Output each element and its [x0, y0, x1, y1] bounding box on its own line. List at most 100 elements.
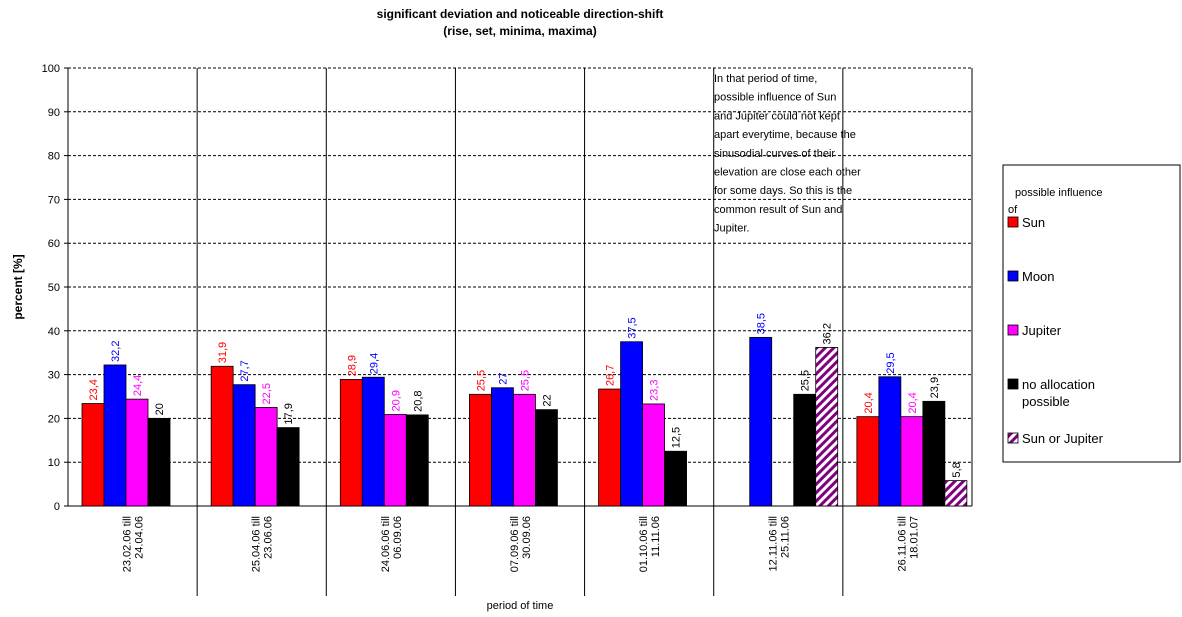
bar: [815, 347, 839, 507]
value-label: 27: [497, 372, 509, 384]
annotation: and Jupiter could not kept: [714, 110, 840, 122]
bar: [383, 414, 407, 507]
value-label: 24,4: [132, 375, 144, 396]
bar: [513, 393, 536, 507]
bar: [856, 416, 880, 507]
bar: [103, 364, 127, 507]
legend-title: possible influence of: [1008, 187, 1102, 216]
bar: [254, 407, 278, 507]
legend-label: Sun or Jupiter: [1022, 431, 1104, 446]
x-tick-label: 25.11.06: [779, 516, 791, 558]
legend-label: Jupiter: [1022, 323, 1062, 338]
x-tick-label: 25.04.06 till: [251, 516, 263, 572]
bar: [642, 403, 665, 507]
y-tick-label: 40: [48, 326, 60, 338]
value-label: 25,5: [800, 370, 812, 391]
x-tick-label: 18.01.07: [908, 516, 920, 559]
legend-label: Moon: [1022, 269, 1055, 284]
y-tick-label: 70: [48, 194, 60, 206]
y-tick-label: 100: [42, 63, 60, 75]
value-label: 23,9: [929, 377, 941, 398]
bar: [944, 480, 968, 507]
value-label: 20,4: [863, 392, 875, 413]
value-label: 37,5: [627, 317, 639, 338]
legend-title-line: of: [1008, 204, 1018, 216]
value-label: 31,9: [217, 342, 229, 363]
bar: [405, 414, 429, 507]
bar: [922, 400, 946, 507]
annotation: elevation are close each other: [714, 167, 861, 179]
annotation: possible influence of Sun: [714, 92, 836, 104]
annotation: for some days. So this is the: [714, 185, 852, 197]
x-tick-label: 24.04.06: [134, 516, 146, 559]
x-tick-label: 06.09.06: [392, 516, 404, 559]
bar: [535, 409, 558, 507]
bar: [276, 427, 300, 507]
value-label: 32,2: [110, 341, 122, 362]
bar: [878, 376, 902, 507]
value-label: 12,5: [671, 427, 683, 448]
annotation: In that period of time,: [714, 73, 817, 85]
y-tick-label: 20: [48, 413, 60, 425]
legend-title-line: possible influence: [1015, 187, 1102, 199]
bar: [81, 403, 105, 507]
bar: [469, 393, 492, 507]
annotation: Jupiter.: [714, 223, 749, 235]
legend-swatch: [1007, 270, 1019, 282]
legend-label-line: no allocation: [1022, 377, 1095, 392]
value-label: 29,5: [885, 352, 897, 373]
y-tick-label: 90: [48, 107, 60, 119]
x-tick-label: 07.09.06 till: [509, 516, 521, 572]
bar: [664, 450, 687, 507]
value-label: 20,9: [390, 390, 402, 411]
bar: [361, 376, 385, 507]
legend-label-line: possible: [1022, 394, 1070, 409]
y-axis-label: percent [%]: [11, 254, 25, 319]
bar: [749, 336, 773, 507]
value-label: 23,3: [649, 380, 661, 401]
bar: [491, 387, 514, 507]
value-label: 22: [541, 394, 553, 406]
annotation: common result of Sun and: [714, 204, 842, 216]
legend-swatch: [1007, 432, 1019, 444]
value-label: 25,5: [519, 370, 531, 391]
bar: [620, 341, 643, 507]
value-label: 38,5: [756, 313, 768, 334]
x-tick-label: 23.02.06 till: [122, 516, 134, 572]
y-tick-label: 10: [48, 457, 60, 469]
x-tick-label: 24.06.06 till: [380, 516, 392, 572]
value-label: 20,4: [907, 392, 919, 413]
value-label: 20: [154, 403, 166, 415]
x-tick-label: 30.09.06: [521, 516, 533, 559]
value-label: 28,9: [346, 355, 358, 376]
bar: [232, 384, 256, 507]
bar: [900, 416, 924, 507]
legend-swatch: [1007, 324, 1019, 336]
x-tick-label: 11.11.06: [650, 516, 662, 557]
annotation: apart everytime, because the: [714, 129, 856, 141]
value-label: 36,2: [822, 323, 834, 344]
bar: [339, 379, 363, 507]
value-label: 26,7: [605, 365, 617, 386]
x-axis-label: period of time: [487, 600, 554, 612]
chart-subtitle: (rise, set, minima, maxima): [443, 24, 596, 38]
bar: [598, 388, 621, 507]
value-label: 22,5: [261, 383, 273, 404]
bar: [147, 417, 171, 507]
value-label: 27,7: [239, 360, 251, 381]
legend-label: no allocation possible: [1022, 377, 1095, 409]
value-label: 17,9: [283, 403, 295, 424]
y-tick-label: 60: [48, 238, 60, 250]
y-tick-label: 50: [48, 282, 60, 294]
x-tick-label: 26.11.06 till: [896, 516, 908, 571]
legend-swatch: [1007, 378, 1019, 390]
legend-swatch: [1007, 216, 1019, 228]
bar: [793, 393, 817, 507]
legend-label: Sun: [1022, 215, 1045, 230]
bar: [125, 398, 149, 507]
value-label: 20,8: [412, 390, 424, 411]
annotation: sinusodial curves of their: [714, 148, 835, 160]
legend-box: [1002, 164, 1181, 463]
y-tick-label: 0: [54, 501, 60, 513]
